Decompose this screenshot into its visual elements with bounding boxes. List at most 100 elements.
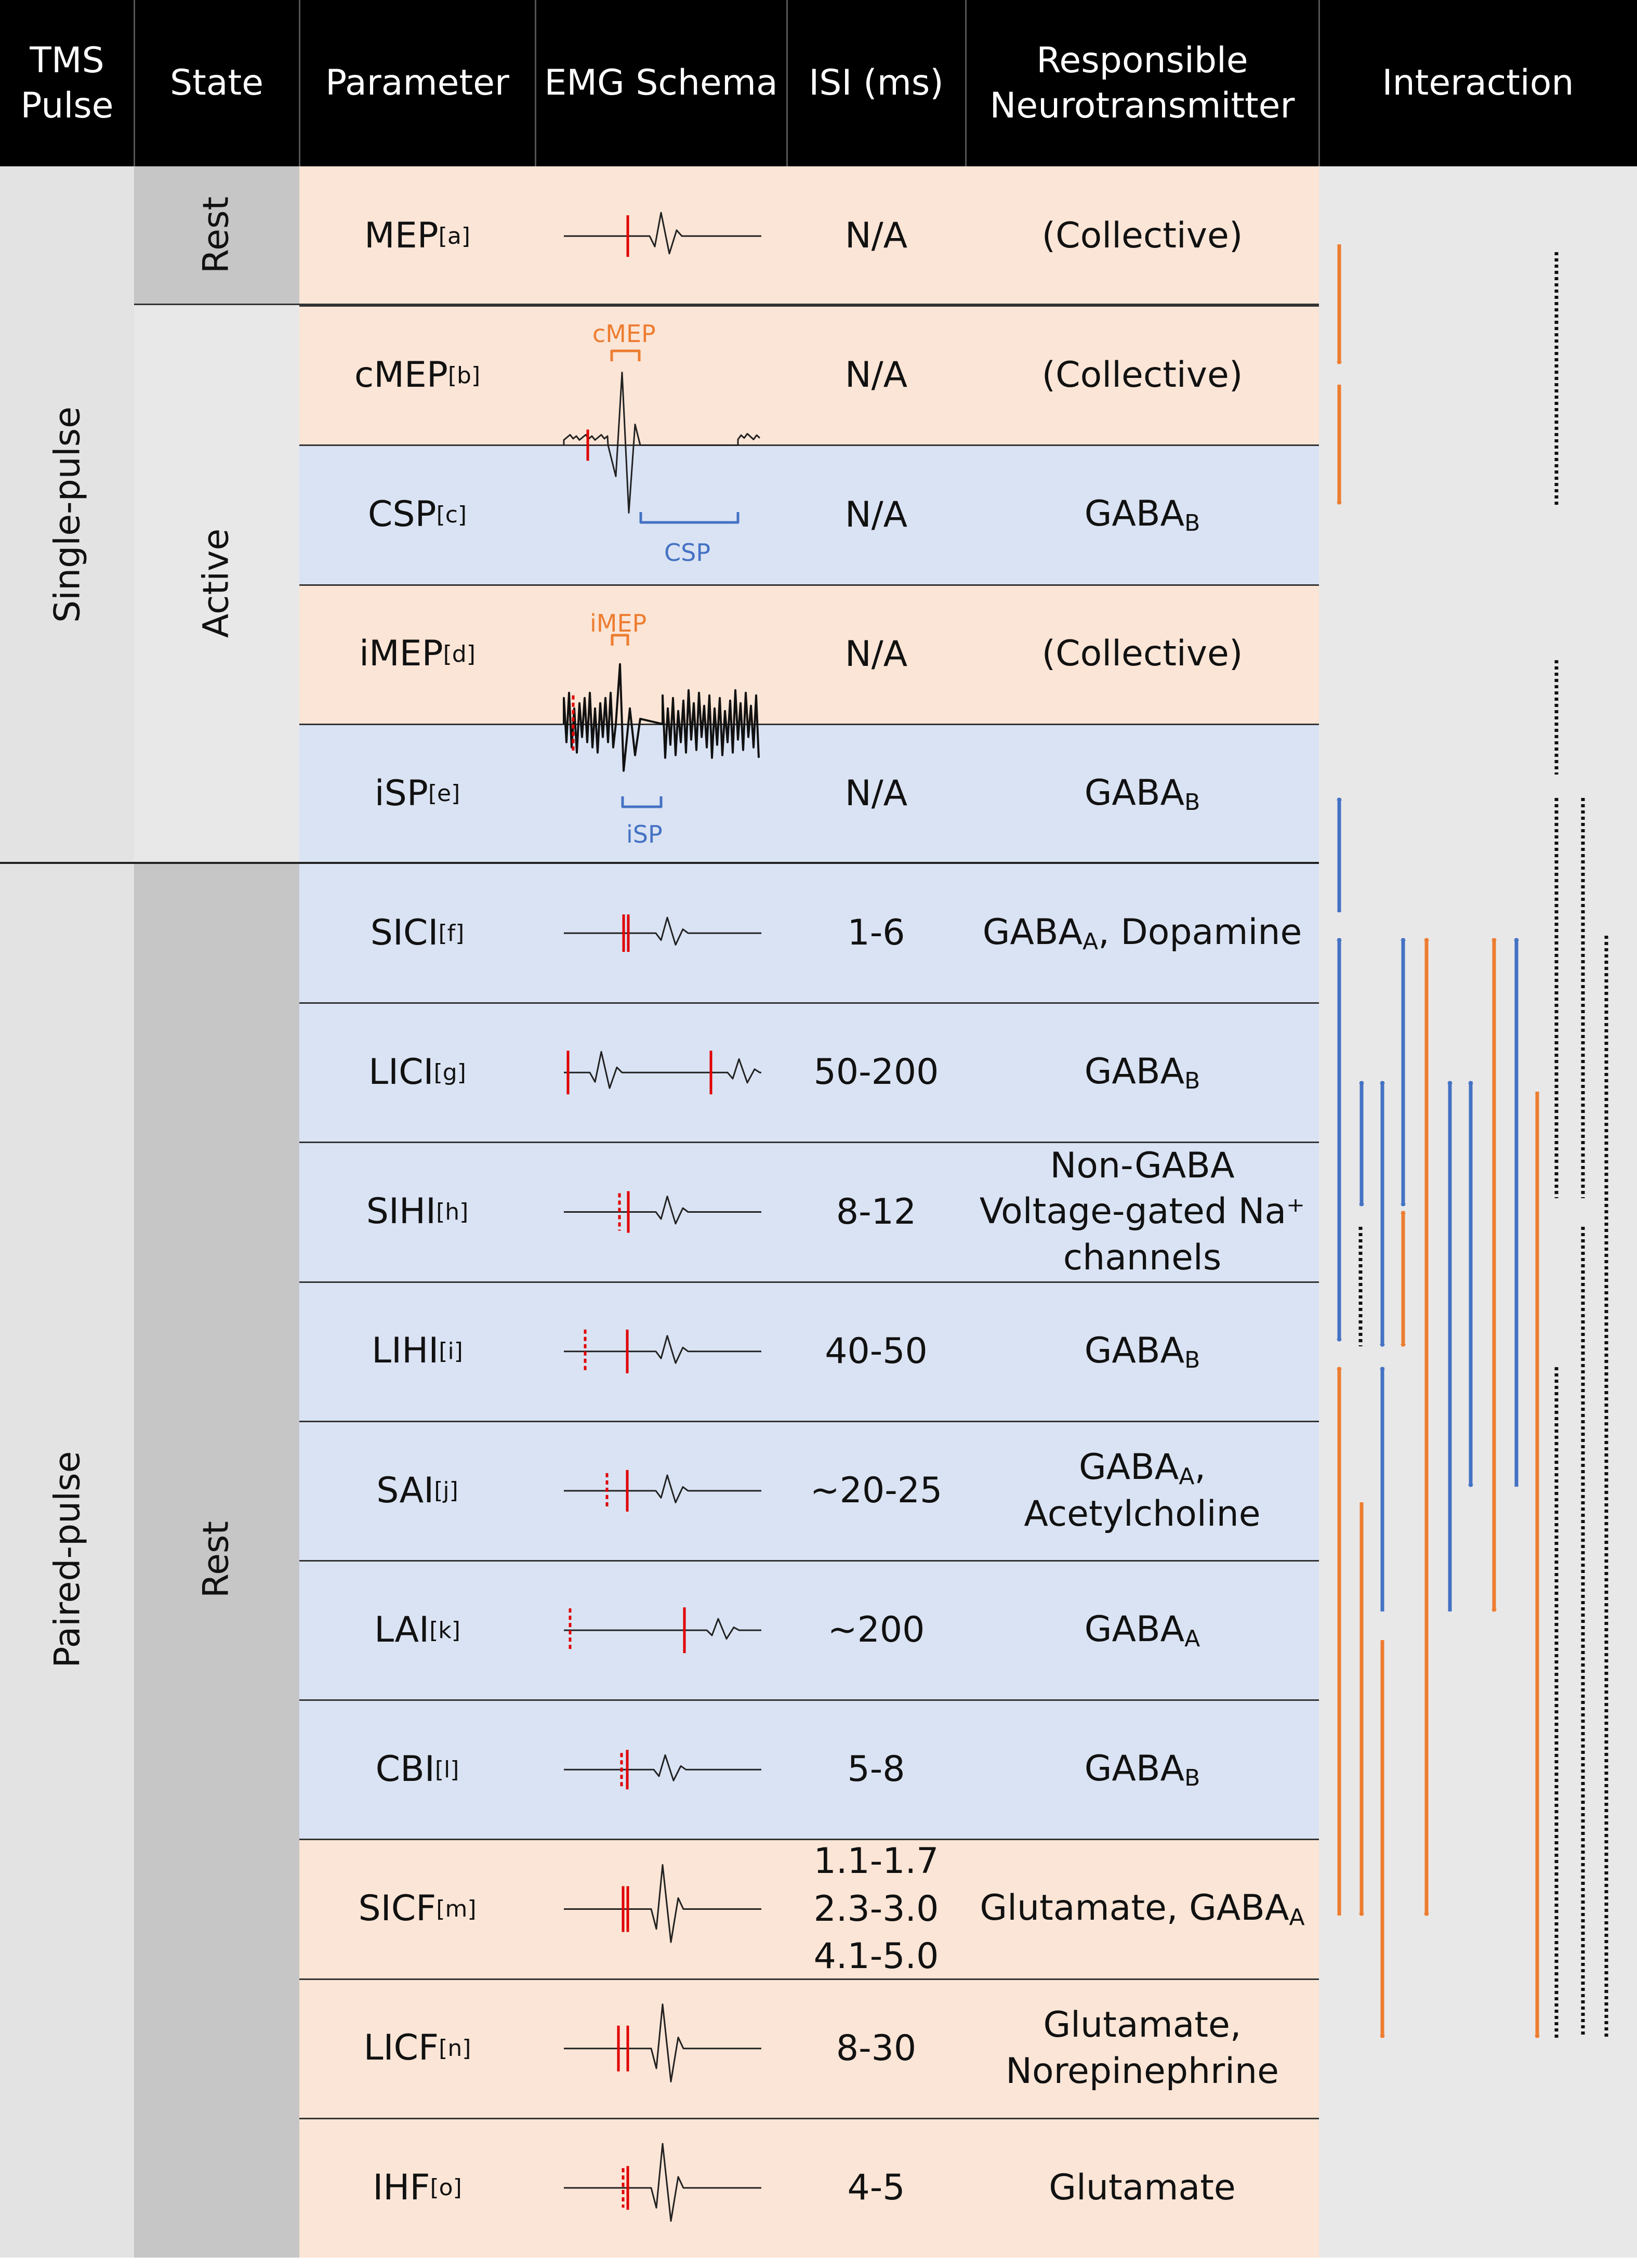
table-row	[299, 1281, 1319, 1421]
interaction-dotted-lines	[1358, 252, 1608, 2038]
header-divider	[134, 0, 135, 166]
imep-bracket	[611, 634, 629, 646]
neurotransmitter-text: (Collective)	[1042, 631, 1243, 677]
reference-tag: [g]	[433, 1059, 466, 1086]
neurotransmitter-text: Glutamate, Norepinephrine	[1006, 2002, 1279, 2094]
pulse-column	[0, 166, 134, 2258]
header-interaction: Interaction	[1319, 0, 1637, 166]
row-divider	[134, 304, 1319, 305]
neurotransmitter-cell: GABAA, Dopamine	[966, 863, 1319, 1003]
parameter-name: MEP	[364, 215, 439, 256]
receptor-subtype: B	[1184, 510, 1200, 537]
row-divider	[299, 1699, 1319, 1701]
emg-trace	[564, 1329, 761, 1373]
table-row	[299, 1142, 1319, 1282]
isi-cell: ~20-25	[810, 1470, 943, 1511]
table-row	[299, 584, 1319, 724]
row-divider	[299, 723, 1319, 725]
emg-trace-cmep-csp	[563, 349, 761, 524]
row-divider	[299, 2117, 1319, 2119]
header-divider	[786, 0, 788, 166]
parameter-name: cMEP	[354, 355, 448, 396]
emg-waveform	[564, 1618, 761, 1640]
header-parameter: Parameter	[299, 0, 535, 166]
reference-tag: [c]	[436, 501, 467, 528]
neurotransmitter-name: GABA	[1084, 1330, 1185, 1371]
reference-tag: [b]	[447, 362, 481, 389]
parameter-cell: LICI [g]	[299, 1003, 535, 1142]
reference-tag: [l]	[434, 1756, 459, 1783]
neurotransmitter-extra: , Dopamine	[1098, 912, 1302, 953]
neurotransmitter-cell: Glutamate	[966, 2118, 1319, 2258]
isi-cell: ~200	[827, 1609, 925, 1651]
table-row	[299, 1561, 1319, 1700]
row-divider	[299, 1142, 1319, 1144]
reference-tag: [e]	[428, 780, 460, 807]
parameter-cell: cMEP [b]	[299, 306, 535, 445]
reference-tag: [a]	[438, 222, 470, 250]
header-divider	[535, 0, 536, 166]
neurotransmitter-name: GABA	[1084, 1609, 1185, 1650]
cmep-bracket	[610, 349, 641, 361]
parameter-cell: SAI [j]	[299, 1421, 535, 1561]
emg-waveform	[564, 212, 761, 255]
schema-label-imep: iMEP	[590, 609, 647, 637]
csp-bracket	[639, 512, 740, 524]
table-row	[299, 2118, 1319, 2258]
neurotransmitter-cell: Glutamate, Norepinephrine	[966, 1979, 1319, 2118]
parameter-name: LIHI	[372, 1330, 439, 1372]
emg-waveform	[564, 2003, 761, 2082]
neurotransmitter-name: (Collective)	[1041, 633, 1243, 675]
neurotransmitter-text: Glutamate, GABAA	[980, 1885, 1304, 1932]
parameter-name: LICF	[363, 2027, 439, 2069]
neurotransmitter-cell: (Collective)	[966, 166, 1319, 306]
emg-waveform	[564, 1754, 761, 1781]
neurotransmitter-text: GABAB	[1085, 1049, 1200, 1096]
parameter-cell: SICI [f]	[299, 863, 535, 1003]
neurotransmitter-text: GABAB	[1085, 1328, 1200, 1375]
isi-cell: 50-200	[813, 1052, 939, 1093]
isi-cell: 1.1-1.7 2.3-3.0 4.1-5.0	[813, 1840, 939, 1977]
isi-cell: N/A	[844, 772, 908, 814]
isp-bracket	[621, 796, 663, 808]
neurotransmitter-cell: GABAA	[966, 1561, 1319, 1700]
reference-tag: [k]	[429, 1617, 460, 1644]
parameter-name: iMEP	[359, 633, 443, 675]
neurotransmitter-name: GABA	[1084, 772, 1185, 814]
neurotransmitter-name: Glutamate	[1049, 2167, 1236, 2208]
emg-trace	[564, 914, 761, 952]
receptor-subtype: B	[1184, 1068, 1200, 1095]
isi-cell: 5-8	[847, 1749, 905, 1790]
table-row	[299, 1839, 1319, 1979]
parameter-cell: IHF [o]	[299, 2118, 535, 2258]
parameter-cell: iSP [e]	[299, 724, 535, 863]
header-isi: ISI (ms)	[787, 0, 966, 166]
emg-waveform	[563, 663, 760, 772]
table-row	[299, 1700, 1319, 1840]
neurotransmitter-text: (Collective)	[1042, 352, 1243, 398]
emg-trace-imep-isp	[563, 634, 760, 808]
parameter-name: SICF	[358, 1888, 437, 1930]
emg-waveform	[564, 1051, 761, 1089]
interaction-arrows	[1337, 244, 1540, 2039]
isi-cell: N/A	[844, 355, 908, 396]
row-divider	[299, 1002, 1319, 1004]
neurotransmitter-name: (Collective)	[1041, 355, 1243, 396]
header-emg-schema: EMG Schema	[535, 0, 787, 166]
state-rest-single-bg	[134, 166, 299, 304]
emg-trace	[564, 2003, 761, 2082]
row-divider	[299, 305, 1319, 307]
neurotransmitter-cell: GABAB	[966, 724, 1319, 863]
reference-tag: [h]	[436, 1198, 469, 1225]
parameter-name: CSP	[367, 494, 437, 535]
header-neurotransmitter: Responsible Neurotransmitter	[966, 0, 1319, 166]
isi-cell: 4-5	[847, 2167, 905, 2208]
emg-trace	[564, 1470, 761, 1512]
emg-schemas	[563, 212, 761, 2222]
emg-trace	[564, 212, 761, 257]
neurotransmitter-text: GABAA, Dopamine	[983, 910, 1302, 956]
schema-label-isp: iSP	[626, 820, 663, 848]
emg-trace	[564, 1864, 761, 1943]
